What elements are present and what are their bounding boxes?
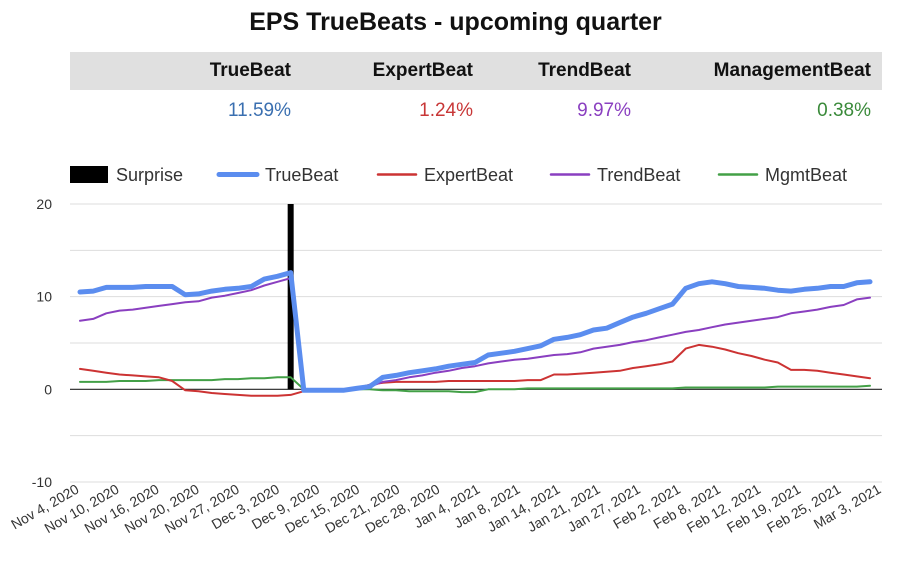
page-title: EPS TrueBeats - upcoming quarter: [249, 8, 662, 36]
y-tick-label: 20: [36, 196, 52, 212]
legend-label: TrendBeat: [597, 165, 680, 185]
legend-label: MgmtBeat: [765, 165, 847, 185]
surprise-bar: [287, 204, 294, 390]
series-line-expertbeat: [79, 343, 871, 397]
legend-item-truebeat: TrueBeat: [216, 165, 338, 185]
header-expertbeat: ExpertBeat: [372, 60, 473, 81]
chart-grid: [70, 203, 882, 483]
y-axis: -10 0 10 20: [32, 196, 52, 490]
summary-header-row: TrueBeat ExpertBeat TrendBeat Management…: [70, 52, 882, 90]
series-line-trendbeat: [79, 277, 871, 392]
value-trendbeat: 9.97%: [577, 100, 631, 121]
legend-label: ExpertBeat: [424, 165, 513, 185]
value-managementbeat: 0.38%: [817, 100, 871, 121]
legend-item-surprise: Surprise: [70, 165, 183, 185]
value-truebeat: 11.59%: [227, 100, 291, 121]
header-truebeat: TrueBeat: [209, 60, 291, 81]
y-tick-label: 10: [36, 289, 52, 305]
y-tick-label: -10: [32, 474, 52, 490]
summary-table: TrueBeat ExpertBeat TrendBeat Management…: [70, 52, 882, 134]
chart-legend: Surprise TrueBeat ExpertBeat TrendBeat MgmtB…: [70, 165, 847, 185]
value-expertbeat: 1.24%: [419, 100, 473, 121]
plot-area: [77, 204, 873, 397]
legend-label: Surprise: [116, 165, 183, 185]
header-managementbeat: ManagementBeat: [713, 60, 871, 81]
series-line-mgmtbeat: [79, 376, 871, 394]
y-tick-label: 0: [44, 381, 52, 397]
legend-item-expertbeat: ExpertBeat: [376, 165, 513, 185]
legend-swatch: [70, 166, 108, 183]
legend-item-trendbeat: TrendBeat: [549, 165, 680, 185]
series-line-truebeat: [77, 270, 873, 393]
legend-label: TrueBeat: [265, 165, 338, 185]
summary-value-row: 11.59% 1.24% 9.97% 0.38%: [70, 90, 882, 134]
header-trendbeat: TrendBeat: [538, 60, 631, 81]
legend-item-mgmtbeat: MgmtBeat: [717, 165, 847, 185]
